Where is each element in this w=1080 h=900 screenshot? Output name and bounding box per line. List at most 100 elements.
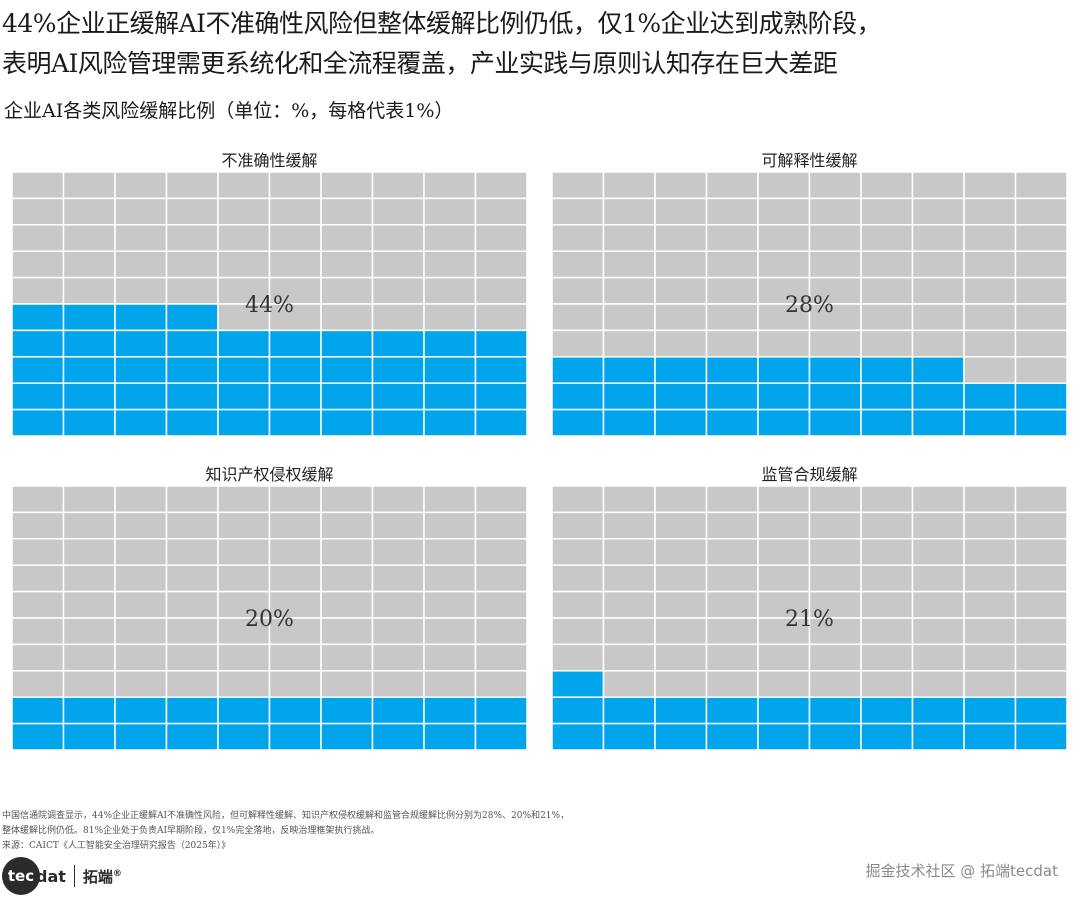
waffle-cell-empty	[757, 197, 811, 226]
waffle-cell-filled	[860, 696, 914, 725]
waffle-cell-filled	[423, 696, 477, 725]
waffle-cell-filled	[165, 408, 219, 437]
waffle-charts: 不准确性缓解 44% 可解释性缓解 28% 知识产权侵权缓解 20% 监管合规缓解 21%	[11, 151, 1068, 751]
waffle-cell-empty	[423, 670, 477, 698]
waffle-cell-filled	[320, 408, 374, 437]
waffle-cell-empty	[11, 224, 65, 252]
source-line: 来源：CAICT《人工智能安全治理研究报告（2025年）》	[2, 841, 231, 851]
waffle-cell-empty	[654, 511, 708, 540]
waffle-cell-empty	[1014, 171, 1068, 200]
waffle-cell-empty	[165, 171, 219, 200]
waffle-cell-empty	[705, 485, 759, 514]
waffle-cell-filled	[705, 696, 759, 725]
waffle-cell-empty	[114, 276, 168, 305]
waffle-cell-empty	[808, 303, 862, 332]
waffle-cell-empty	[11, 197, 65, 226]
waffle-cell-filled	[114, 329, 168, 358]
waffle-cell-empty	[602, 617, 656, 646]
waffle-cell-filled	[911, 722, 965, 751]
waffle-cell-filled	[165, 329, 219, 358]
waffle-cell-empty	[705, 329, 759, 358]
waffle-cell-empty	[757, 485, 811, 514]
waffle-panel-3: 知识产权侵权缓解 20%	[11, 465, 528, 751]
waffle-cell-empty	[217, 485, 271, 514]
waffle-cell-empty	[62, 643, 116, 672]
waffle-cell-empty	[602, 303, 656, 332]
waffle-cell-empty	[114, 590, 168, 619]
waffle-title: 监管合规缓解	[761, 465, 857, 484]
waffle-cell-empty	[165, 250, 219, 279]
waffle-cell-empty	[963, 643, 1017, 672]
waffle-cell-empty	[911, 538, 965, 566]
waffle-cell-filled	[551, 670, 605, 698]
waffle-cell-empty	[654, 670, 708, 698]
waffle-cell-empty	[705, 511, 759, 540]
waffle-cell-filled	[757, 408, 811, 437]
waffle-cell-filled	[963, 722, 1017, 751]
waffle-cell-filled	[860, 722, 914, 751]
waffle-cell-empty	[551, 329, 605, 358]
waffle-cell-empty	[602, 511, 656, 540]
watermark: 掘金技术社区 @ 拓端tecdat	[865, 862, 1059, 880]
waffle-cell-empty	[217, 224, 271, 252]
waffle-cell-filled	[217, 408, 271, 437]
waffle-cell-empty	[268, 643, 322, 672]
waffle-cell-empty	[268, 250, 322, 279]
waffle-cell-empty	[217, 303, 271, 332]
waffle-cell-empty	[423, 485, 477, 514]
waffle-cell-filled	[114, 356, 168, 384]
footnote-line-2: 整体缓解比例仍低。81%企业处于负责AI早期阶段，仅1%完全落地，反映治理框架执…	[2, 826, 380, 836]
waffle-cell-filled	[320, 356, 374, 384]
waffle-cell-empty	[654, 329, 708, 358]
waffle-cell-empty	[423, 564, 477, 593]
waffle-cell-filled	[62, 696, 116, 725]
waffle-cell-empty	[474, 643, 528, 672]
waffle-cell-empty	[911, 276, 965, 305]
logo-circle: tec	[2, 857, 40, 895]
waffle-cell-empty	[1014, 329, 1068, 358]
waffle-cell-filled	[11, 722, 65, 751]
waffle-cell-empty	[705, 250, 759, 279]
waffle-cell-filled	[808, 722, 862, 751]
waffle-cell-empty	[860, 303, 914, 332]
waffle-cell-filled	[654, 356, 708, 384]
waffle-cell-filled	[114, 696, 168, 725]
waffle-cell-empty	[860, 617, 914, 646]
waffle-cell-filled	[217, 329, 271, 358]
waffle-cell-empty	[217, 250, 271, 279]
waffle-cell-empty	[757, 670, 811, 698]
waffle-cell-empty	[963, 617, 1017, 646]
waffle-cell-empty	[320, 643, 374, 672]
waffle-cell-filled	[911, 408, 965, 437]
waffle-cell-empty	[320, 564, 374, 593]
waffle-cell-filled	[371, 356, 425, 384]
waffle-value-label: 44%	[245, 293, 294, 318]
waffle-cell-filled	[1014, 722, 1068, 751]
waffle-cell-empty	[1014, 538, 1068, 566]
headline-line-1: 44%企业正缓解AI不准确性风险但整体缓解比例仍低，仅1%企业达到成熟阶段，	[2, 9, 882, 38]
waffle-cell-empty	[911, 590, 965, 619]
waffle-cell-filled	[371, 382, 425, 411]
waffle-cell-empty	[371, 590, 425, 619]
waffle-cell-filled	[371, 696, 425, 725]
waffle-cell-empty	[1014, 590, 1068, 619]
logo-divider	[73, 865, 75, 887]
waffle-cell-empty	[551, 564, 605, 593]
logo-cn-text: 拓端®	[82, 867, 122, 886]
waffle-cell-empty	[371, 538, 425, 566]
waffle-cell-empty	[474, 197, 528, 226]
waffle-cell-empty	[474, 224, 528, 252]
waffle-cell-empty	[371, 643, 425, 672]
waffle-cell-empty	[654, 303, 708, 332]
waffle-cell-filled	[1014, 382, 1068, 411]
waffle-cell-filled	[217, 696, 271, 725]
waffle-cell-empty	[320, 485, 374, 514]
waffle-cell-empty	[860, 538, 914, 566]
waffle-cell-filled	[371, 722, 425, 751]
waffle-cell-empty	[320, 538, 374, 566]
waffle-cell-empty	[654, 224, 708, 252]
waffle-cell-empty	[62, 590, 116, 619]
waffle-cell-empty	[602, 590, 656, 619]
waffle-cell-empty	[217, 564, 271, 593]
waffle-cell-empty	[165, 617, 219, 646]
